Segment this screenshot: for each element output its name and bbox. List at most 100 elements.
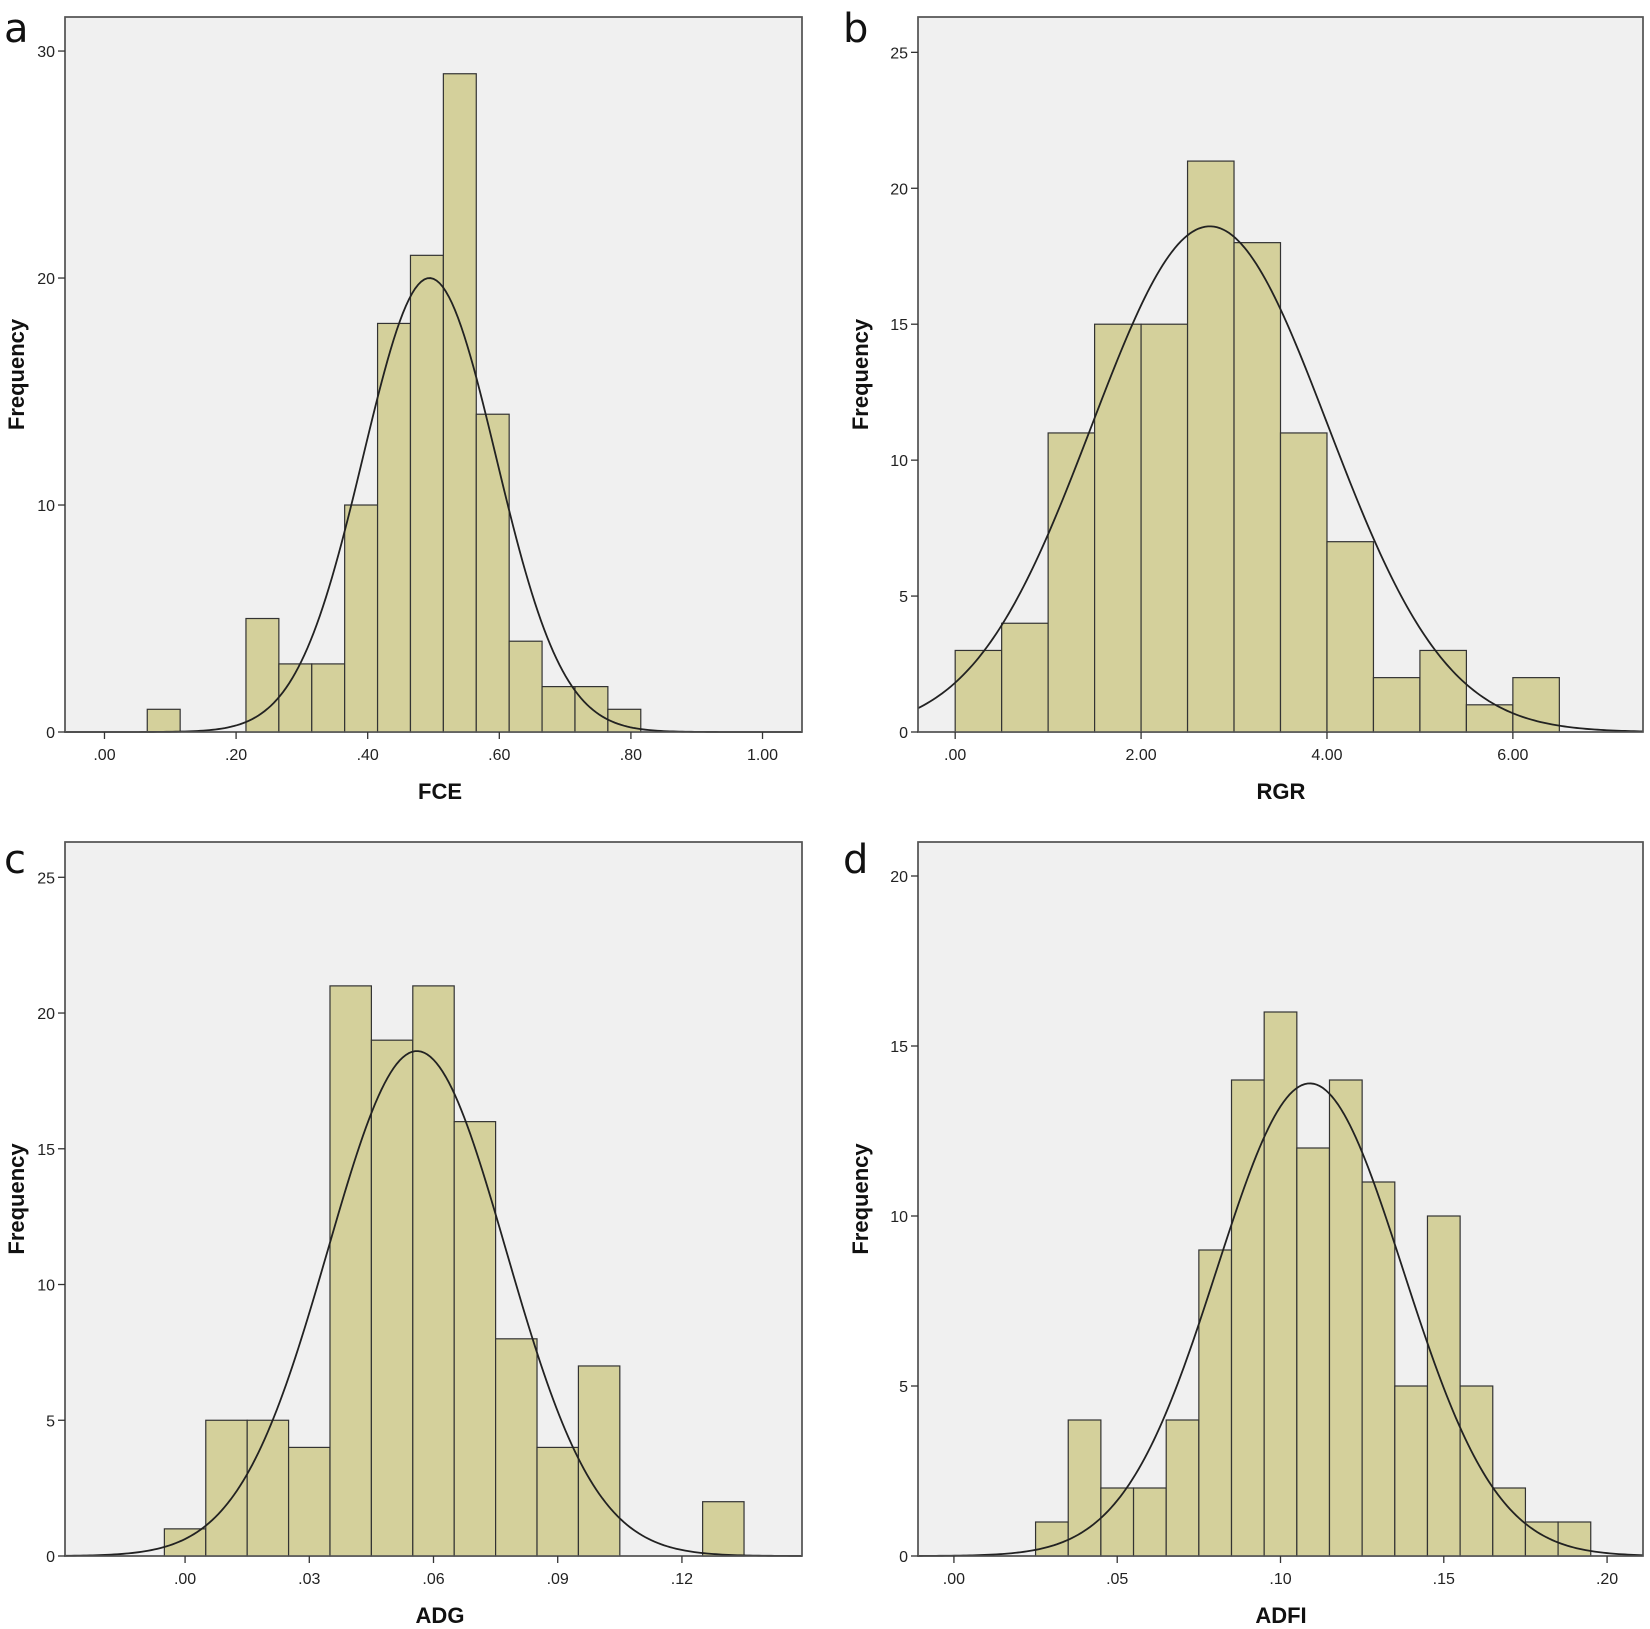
histogram-bar xyxy=(1100,1487,1135,1557)
histogram-bar xyxy=(1165,1419,1200,1557)
histogram-bar xyxy=(344,504,379,733)
y-axis-title: Frequency xyxy=(848,318,873,430)
normal-curve xyxy=(917,1082,1644,1557)
x-tick-label: .00 xyxy=(174,1571,196,1588)
x-tick-label: .05 xyxy=(1106,1571,1128,1588)
y-axis-title: Frequency xyxy=(4,318,29,430)
y-tick-label: 30 xyxy=(37,44,55,61)
histogram-bar xyxy=(577,1365,621,1557)
histogram-bar xyxy=(1296,1147,1331,1557)
histogram-bar xyxy=(442,73,477,733)
y-tick-label: 5 xyxy=(899,589,908,606)
histogram-bar xyxy=(541,686,576,733)
y-tick-label: 15 xyxy=(37,1142,55,1159)
x-axis-title: ADFI xyxy=(1255,1603,1306,1628)
histogram-bar xyxy=(954,649,1003,733)
histogram-bar xyxy=(1230,1079,1265,1557)
histogram-bar xyxy=(1372,677,1421,733)
histogram-bar xyxy=(1047,432,1096,733)
y-tick-label: 20 xyxy=(890,181,908,198)
histogram-bar xyxy=(1279,432,1328,733)
x-axis-title: FCE xyxy=(418,779,462,804)
histogram-bar xyxy=(495,1338,538,1557)
x-tick-label: .40 xyxy=(357,747,379,764)
histogram-bar xyxy=(311,663,346,733)
y-tick-label: 20 xyxy=(37,271,55,288)
x-tick-label: .10 xyxy=(1269,1571,1291,1588)
histogram-bar xyxy=(1459,1385,1494,1557)
histogram-bar xyxy=(1001,622,1049,733)
x-tick-label: .20 xyxy=(1596,1571,1618,1588)
y-axis-title: Frequency xyxy=(848,1143,873,1255)
histogram-bar xyxy=(412,985,455,1557)
histogram-bar xyxy=(1067,1419,1102,1557)
y-tick-label: 25 xyxy=(890,45,908,62)
histogram-bar xyxy=(1034,1521,1069,1557)
normal-curve xyxy=(917,225,1644,733)
histogram-bar xyxy=(1233,242,1282,733)
histogram-bar xyxy=(409,254,444,733)
x-tick-label: .03 xyxy=(298,1571,320,1588)
histogram-bar xyxy=(278,663,313,733)
y-tick-label: 0 xyxy=(46,1549,55,1566)
histogram-bar xyxy=(1512,677,1560,733)
y-tick-label: 5 xyxy=(46,1413,55,1430)
y-axis-title: Frequency xyxy=(4,1143,29,1255)
histogram-bar xyxy=(370,1039,414,1557)
histogram-bar xyxy=(1263,1011,1298,1557)
histogram-bar xyxy=(246,1419,290,1557)
y-tick-label: 10 xyxy=(37,498,55,515)
panel-letter: d xyxy=(843,837,868,883)
histogram-panel-d: d 0 5 10 15 20 .00 .05 .10 .15 .20 ADFI Frequency xyxy=(843,837,1644,1628)
x-tick-label: 1.00 xyxy=(747,747,778,764)
histogram-bar xyxy=(1186,160,1235,733)
histogram-bar xyxy=(1492,1487,1527,1557)
histogram-bar xyxy=(1326,541,1375,733)
y-tick-label: 0 xyxy=(899,725,908,742)
histogram-bar xyxy=(163,1528,207,1557)
x-tick-label: .00 xyxy=(944,747,966,764)
x-tick-label: .12 xyxy=(671,1571,693,1588)
y-tick-label: 20 xyxy=(37,1006,55,1023)
y-tick-label: 20 xyxy=(890,869,908,886)
x-axis-title: ADG xyxy=(416,1603,465,1628)
normal-curve xyxy=(64,1050,803,1557)
y-tick-label: 15 xyxy=(890,317,908,334)
plot-frame xyxy=(917,16,1644,733)
x-tick-label: 6.00 xyxy=(1497,747,1528,764)
histogram-bar xyxy=(1394,1385,1429,1557)
histogram-bar xyxy=(205,1419,248,1557)
histogram-bar xyxy=(329,985,372,1557)
x-tick-label: .00 xyxy=(943,1571,965,1588)
x-tick-label: 2.00 xyxy=(1126,747,1157,764)
histogram-bar xyxy=(453,1121,497,1557)
y-tick-label: 10 xyxy=(890,1209,908,1226)
y-tick-label: 0 xyxy=(46,725,55,742)
histogram-panel-b: b 0 5 10 15 20 25 .00 2.00 4.00 6.00 RGR Frequency xyxy=(843,6,1644,804)
y-tick-label: 5 xyxy=(899,1379,908,1396)
histogram-bar xyxy=(1140,323,1189,733)
x-tick-label: .09 xyxy=(547,1571,569,1588)
histogram-bar xyxy=(1361,1181,1396,1557)
histogram-bar xyxy=(1465,704,1514,733)
x-tick-label: .60 xyxy=(488,747,510,764)
plot-frame xyxy=(64,16,803,733)
x-tick-label: .00 xyxy=(93,747,115,764)
y-tick-label: 10 xyxy=(37,1278,55,1295)
y-tick-label: 25 xyxy=(37,870,55,887)
x-axis-title: RGR xyxy=(1257,779,1306,804)
histogram-bar xyxy=(287,1446,331,1557)
panel-letter: b xyxy=(843,6,868,52)
y-tick-label: 10 xyxy=(890,453,908,470)
histogram-bar xyxy=(376,322,412,733)
histogram-bar xyxy=(1132,1487,1167,1557)
histogram-bar xyxy=(245,617,280,733)
histogram-bar xyxy=(1198,1249,1233,1557)
x-tick-label: .20 xyxy=(225,747,247,764)
histogram-bar xyxy=(475,413,510,733)
x-tick-label: .06 xyxy=(422,1571,444,1588)
panel-letter: a xyxy=(4,6,29,52)
histogram-panel-c: c 0 5 10 15 20 25 .00 .03 .06 .09 .12 ADG Frequency xyxy=(4,837,803,1628)
x-tick-label: 4.00 xyxy=(1311,747,1342,764)
